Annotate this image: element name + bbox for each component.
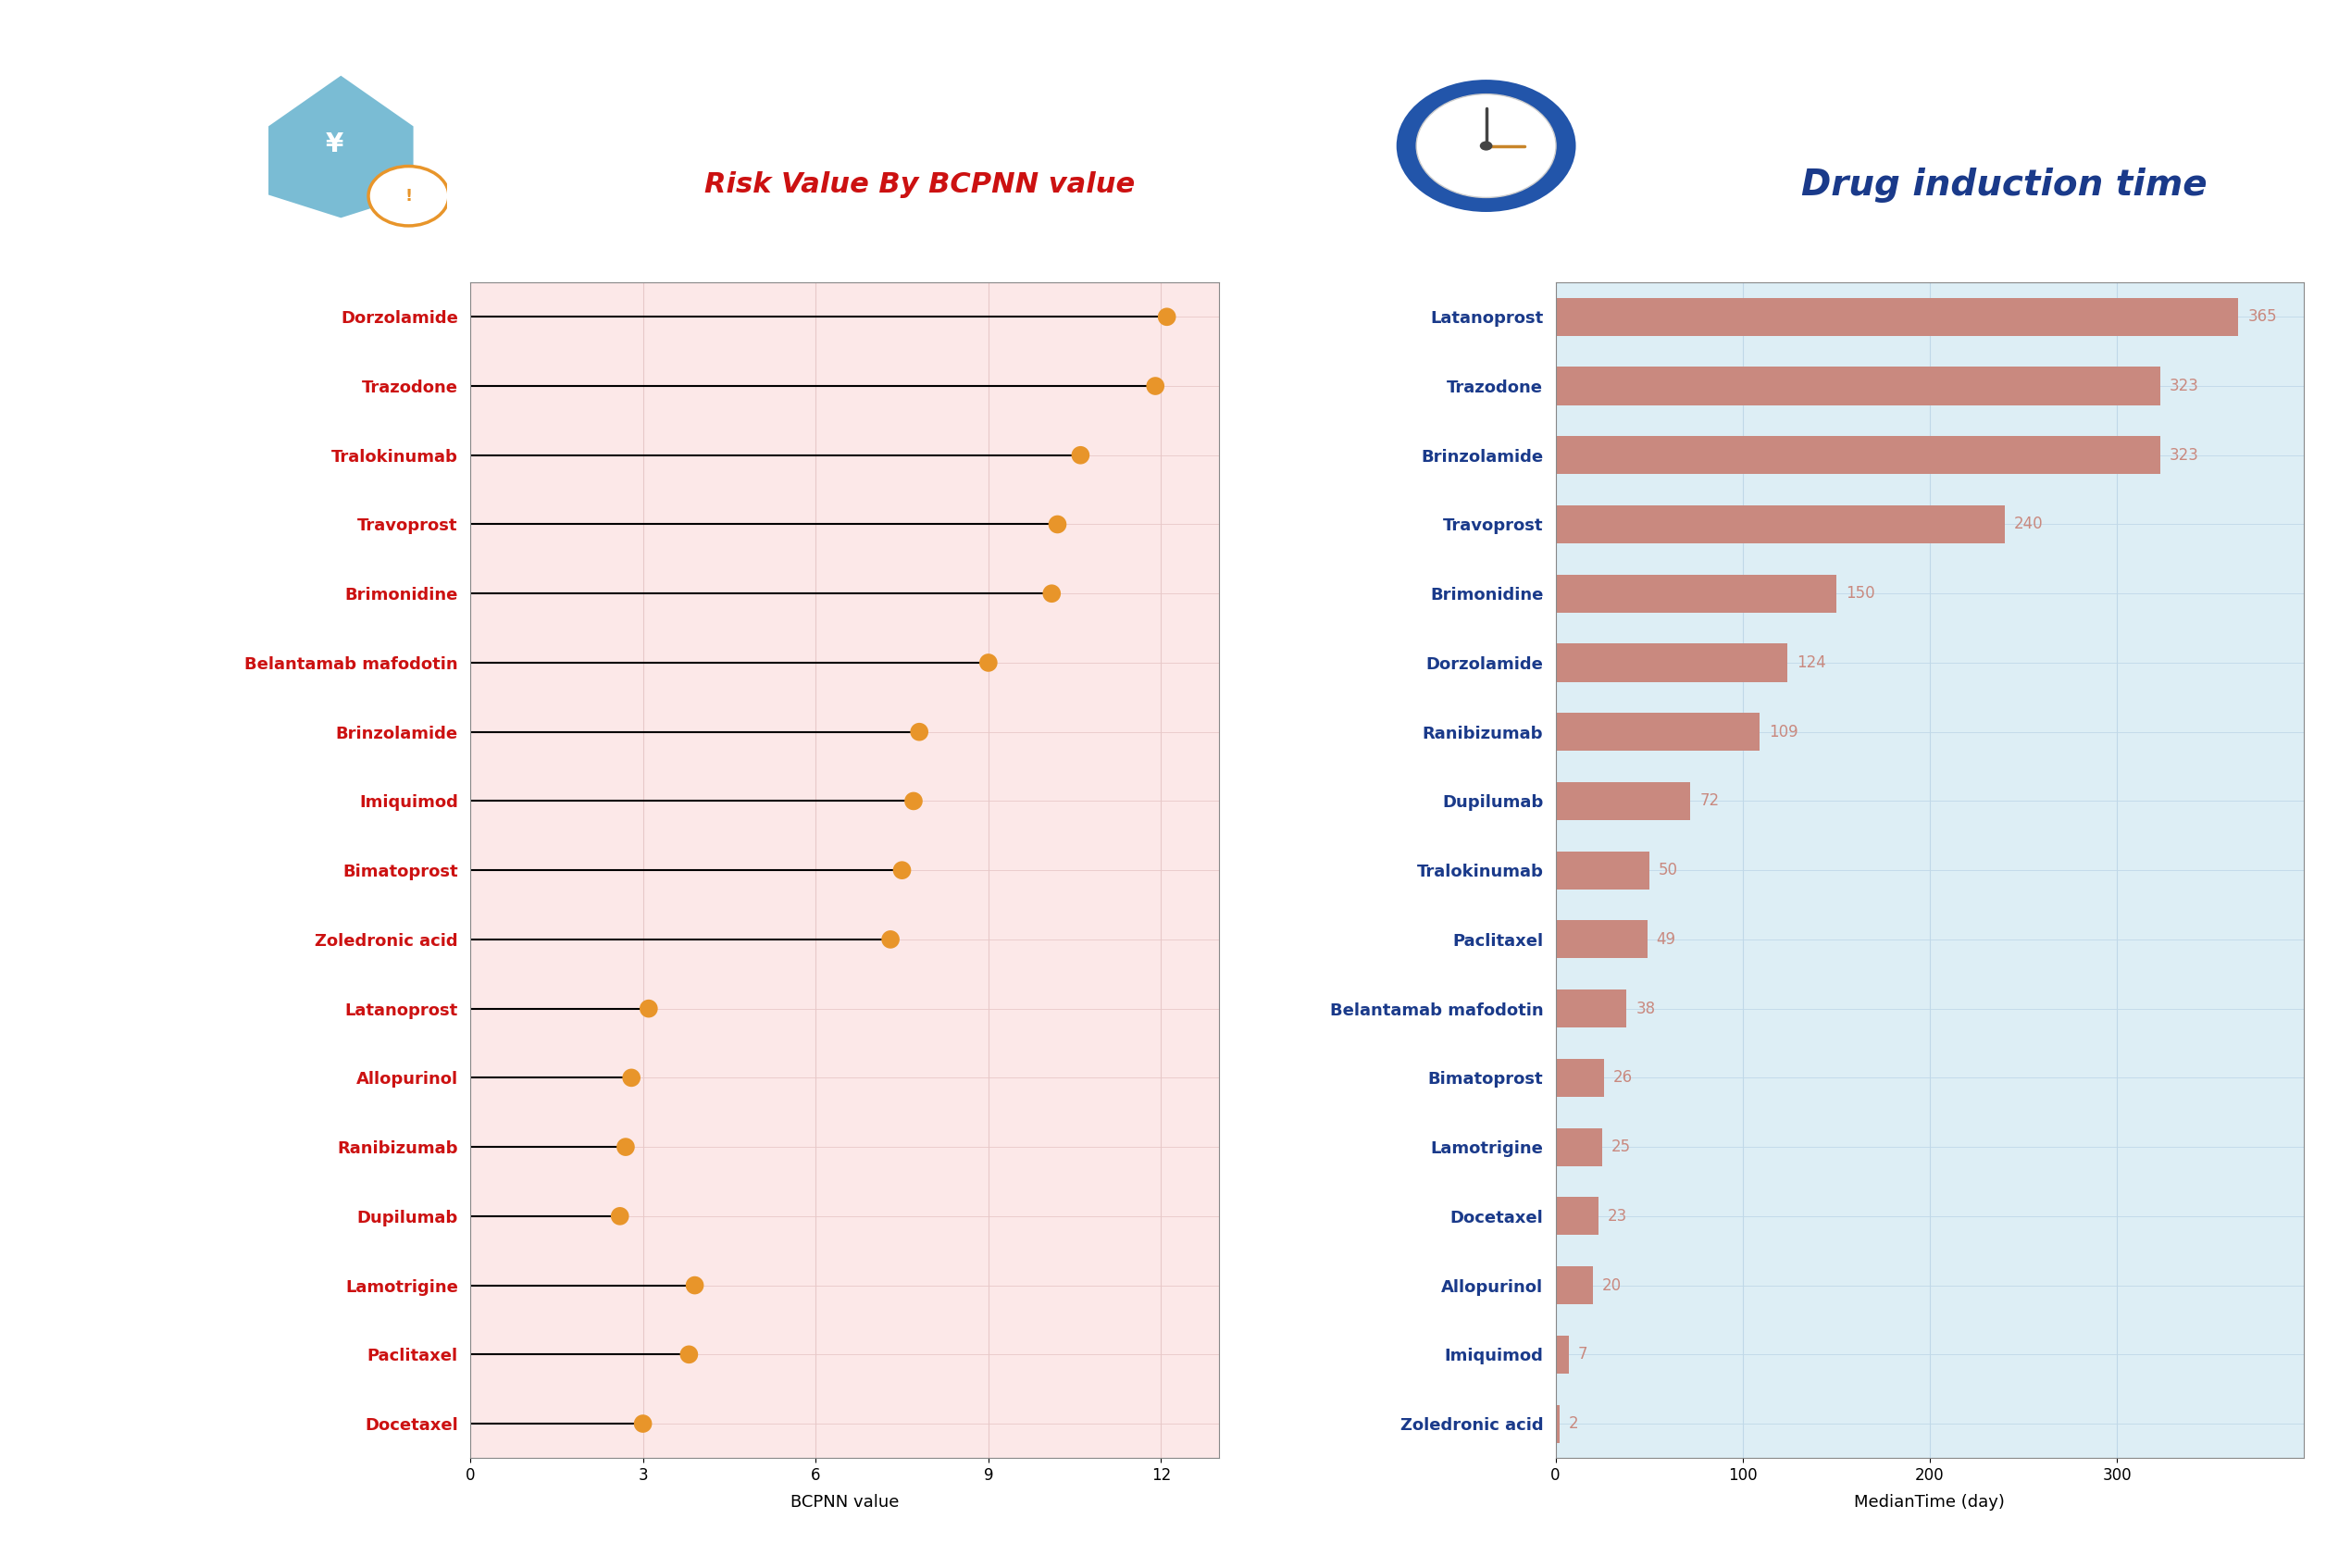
Text: 365: 365 bbox=[2248, 309, 2278, 325]
Bar bbox=[1556, 713, 1759, 751]
Text: 23: 23 bbox=[1608, 1207, 1627, 1225]
Bar bbox=[1556, 436, 2161, 474]
Point bbox=[896, 789, 933, 814]
Bar bbox=[1556, 574, 1836, 613]
Point bbox=[677, 1273, 715, 1298]
X-axis label: BCPNN value: BCPNN value bbox=[790, 1494, 898, 1512]
Point bbox=[1032, 582, 1070, 607]
Text: 38: 38 bbox=[1636, 1000, 1655, 1018]
Text: 49: 49 bbox=[1657, 931, 1676, 947]
Text: Drug induction time: Drug induction time bbox=[1801, 168, 2208, 202]
Point bbox=[969, 651, 1006, 676]
Circle shape bbox=[369, 166, 449, 226]
Circle shape bbox=[1479, 141, 1493, 151]
Text: Risk Value By BCPNN value: Risk Value By BCPNN value bbox=[703, 171, 1136, 199]
Text: 20: 20 bbox=[1603, 1276, 1622, 1294]
Bar bbox=[1556, 989, 1627, 1027]
Point bbox=[872, 927, 910, 952]
Text: 25: 25 bbox=[1613, 1138, 1632, 1156]
Bar bbox=[1556, 1196, 1599, 1236]
Text: 124: 124 bbox=[1796, 654, 1827, 671]
Point bbox=[630, 996, 668, 1021]
Text: 2: 2 bbox=[1568, 1416, 1578, 1432]
Circle shape bbox=[1394, 78, 1578, 213]
Circle shape bbox=[1415, 94, 1556, 198]
Bar bbox=[1556, 644, 1787, 682]
Text: 323: 323 bbox=[2170, 447, 2198, 464]
Bar bbox=[1556, 920, 1648, 958]
Text: ¥: ¥ bbox=[327, 132, 343, 157]
Bar bbox=[1556, 782, 1690, 820]
Bar bbox=[1556, 1267, 1594, 1305]
Bar bbox=[1556, 1405, 1559, 1443]
Point bbox=[670, 1342, 708, 1367]
Point bbox=[1147, 304, 1185, 329]
Text: 7: 7 bbox=[1578, 1347, 1587, 1363]
Point bbox=[1063, 442, 1100, 467]
Point bbox=[602, 1204, 639, 1229]
Bar bbox=[1556, 298, 2238, 336]
Point bbox=[607, 1134, 644, 1159]
Bar bbox=[1556, 505, 2005, 544]
Text: 109: 109 bbox=[1768, 723, 1799, 740]
X-axis label: MedianTime (day): MedianTime (day) bbox=[1855, 1494, 2005, 1512]
Bar bbox=[1556, 1058, 1603, 1096]
Bar bbox=[1556, 1127, 1603, 1167]
Bar bbox=[1556, 1336, 1568, 1374]
Point bbox=[623, 1411, 661, 1436]
Text: 323: 323 bbox=[2170, 378, 2198, 394]
Bar bbox=[1556, 851, 1648, 889]
Point bbox=[900, 720, 938, 745]
Point bbox=[1136, 373, 1173, 398]
Text: 50: 50 bbox=[1657, 862, 1679, 878]
Point bbox=[614, 1065, 651, 1090]
Point bbox=[1039, 511, 1077, 536]
Text: 150: 150 bbox=[1846, 585, 1874, 602]
Text: 240: 240 bbox=[2015, 516, 2043, 533]
Text: 72: 72 bbox=[1700, 793, 1719, 809]
Polygon shape bbox=[268, 74, 414, 220]
Point bbox=[884, 858, 922, 883]
Bar bbox=[1556, 367, 2161, 405]
Text: !: ! bbox=[404, 188, 411, 204]
Text: 26: 26 bbox=[1613, 1069, 1634, 1087]
